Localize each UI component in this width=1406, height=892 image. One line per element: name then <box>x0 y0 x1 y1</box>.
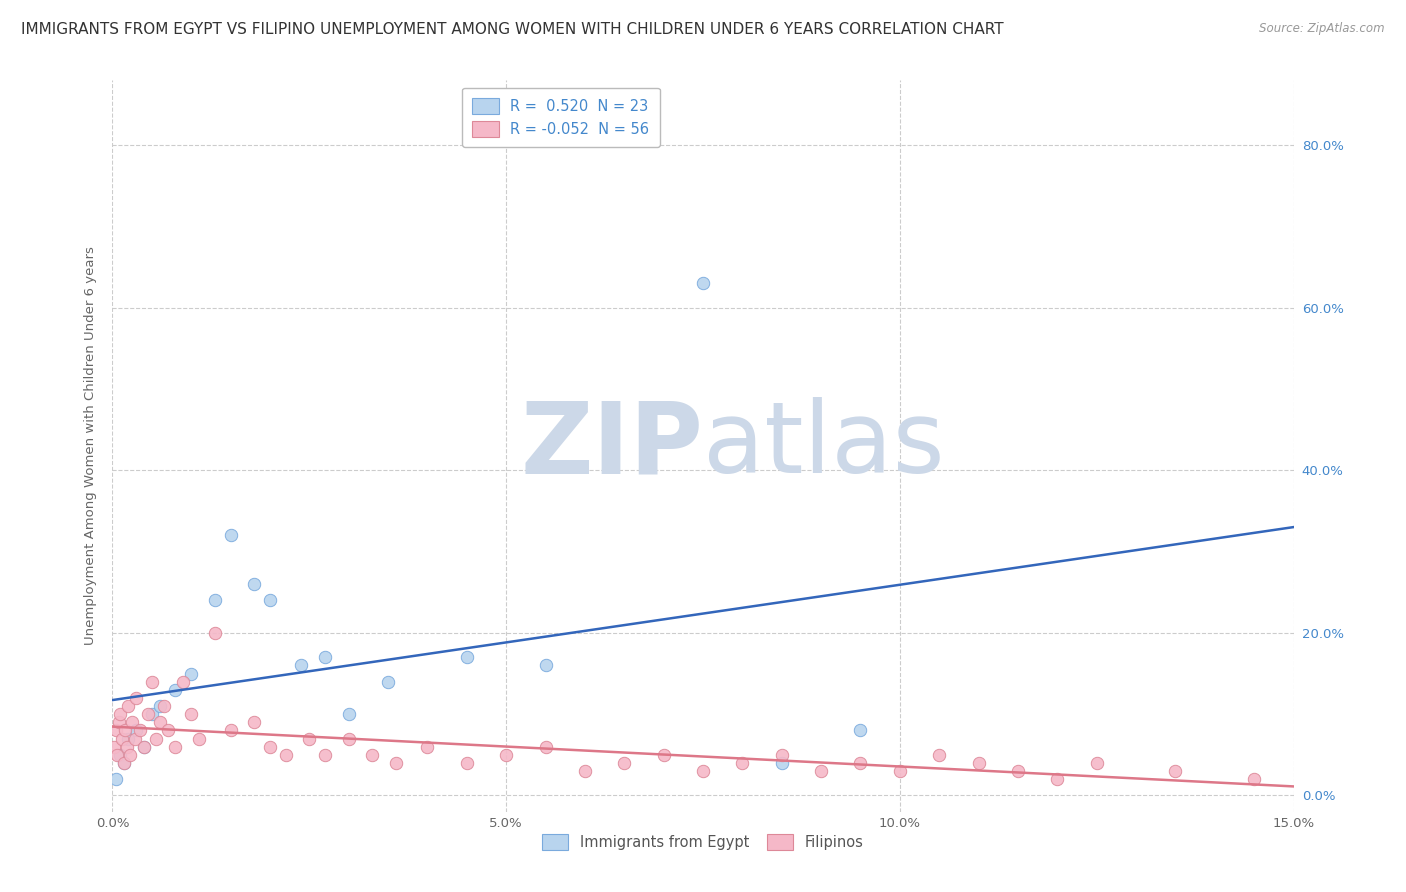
Point <box>770 756 793 770</box>
Point <box>731 756 754 770</box>
Point <box>889 764 911 778</box>
Point <box>810 764 832 778</box>
Point <box>105 747 128 762</box>
Point <box>165 682 187 697</box>
Point <box>117 699 139 714</box>
Point <box>111 731 134 746</box>
Point <box>132 739 155 754</box>
Text: atlas: atlas <box>703 398 945 494</box>
Point <box>152 699 174 714</box>
Point <box>290 658 312 673</box>
Point <box>274 747 297 762</box>
Point <box>219 723 242 738</box>
Point <box>125 690 148 705</box>
Point <box>110 747 132 762</box>
Point <box>243 577 266 591</box>
Point <box>1164 764 1187 778</box>
Point <box>107 715 129 730</box>
Point <box>121 715 143 730</box>
Point <box>219 528 242 542</box>
Point <box>770 747 793 762</box>
Point <box>613 756 636 770</box>
Point <box>259 739 281 754</box>
Point <box>456 756 478 770</box>
Point <box>149 699 172 714</box>
Point <box>103 739 125 754</box>
Point <box>180 707 202 722</box>
Point <box>298 731 321 746</box>
Point <box>495 747 517 762</box>
Point <box>314 650 336 665</box>
Point <box>141 674 163 689</box>
Point <box>115 739 138 754</box>
Point <box>114 723 136 738</box>
Point <box>1085 756 1108 770</box>
Text: IMMIGRANTS FROM EGYPT VS FILIPINO UNEMPLOYMENT AMONG WOMEN WITH CHILDREN UNDER 6: IMMIGRANTS FROM EGYPT VS FILIPINO UNEMPL… <box>21 22 1004 37</box>
Point <box>125 723 148 738</box>
Legend: Immigrants from Egypt, Filipinos: Immigrants from Egypt, Filipinos <box>536 828 870 855</box>
Point <box>849 723 872 738</box>
Point <box>314 747 336 762</box>
Point <box>574 764 596 778</box>
Point <box>1007 764 1029 778</box>
Point <box>337 707 360 722</box>
Point <box>105 772 128 787</box>
Text: ZIP: ZIP <box>520 398 703 494</box>
Point <box>1243 772 1265 787</box>
Point <box>165 739 187 754</box>
Point <box>145 731 167 746</box>
Point <box>416 739 439 754</box>
Point <box>377 674 399 689</box>
Point <box>967 756 990 770</box>
Point <box>385 756 408 770</box>
Point <box>361 747 384 762</box>
Point <box>204 626 226 640</box>
Point <box>1046 772 1069 787</box>
Point <box>141 707 163 722</box>
Point <box>172 674 194 689</box>
Point <box>112 756 135 770</box>
Point <box>534 739 557 754</box>
Point <box>112 756 135 770</box>
Point <box>337 731 360 746</box>
Point <box>136 707 159 722</box>
Point <box>104 723 127 738</box>
Point <box>259 593 281 607</box>
Point <box>188 731 211 746</box>
Point <box>124 731 146 746</box>
Point <box>110 707 132 722</box>
Text: Source: ZipAtlas.com: Source: ZipAtlas.com <box>1260 22 1385 36</box>
Point <box>117 731 139 746</box>
Point <box>849 756 872 770</box>
Point <box>534 658 557 673</box>
Point <box>204 593 226 607</box>
Point <box>456 650 478 665</box>
Point <box>129 723 152 738</box>
Point <box>928 747 950 762</box>
Point <box>156 723 179 738</box>
Point <box>243 715 266 730</box>
Point <box>132 739 155 754</box>
Point <box>118 747 141 762</box>
Y-axis label: Unemployment Among Women with Children Under 6 years: Unemployment Among Women with Children U… <box>83 246 97 646</box>
Point <box>652 747 675 762</box>
Point <box>180 666 202 681</box>
Point <box>692 764 714 778</box>
Point <box>149 715 172 730</box>
Point <box>692 277 714 291</box>
